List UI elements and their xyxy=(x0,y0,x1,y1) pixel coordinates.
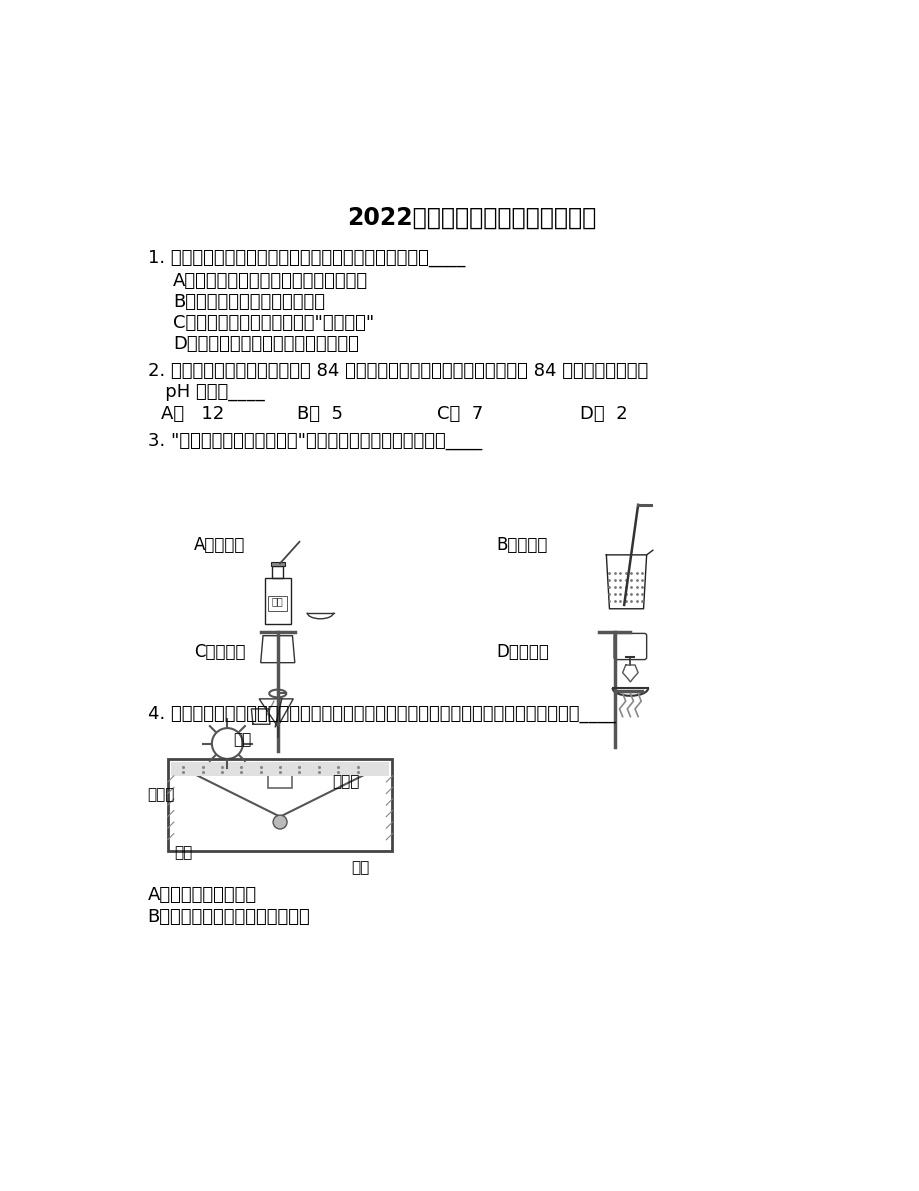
Text: 3. "粗盐中难溶性杂质的去除"的实验中，下列操作正确的是____: 3. "粗盐中难溶性杂质的去除"的实验中，下列操作正确的是____ xyxy=(147,432,482,450)
Bar xyxy=(267,765,292,788)
Text: A．   12: A． 12 xyxy=(162,405,224,423)
Text: C．就地焚烧废弃塑料，减少"白色污染": C．就地焚烧废弃塑料，减少"白色污染" xyxy=(173,314,374,332)
Text: 粗盐: 粗盐 xyxy=(272,596,283,606)
Text: 小石块: 小石块 xyxy=(332,774,359,790)
Bar xyxy=(270,562,284,566)
Text: pH 可能为____: pH 可能为____ xyxy=(147,384,264,401)
Text: 塑料膜: 塑料膜 xyxy=(147,787,175,803)
Text: 2. 预防新型冠状病毒肺炎，常用 84 消毒液对环境进行消杀。常温下测得某 84 消毒液显碱性，其: 2. 预防新型冠状病毒肺炎，常用 84 消毒液对环境进行消杀。常温下测得某 84… xyxy=(147,362,647,380)
Circle shape xyxy=(273,815,287,829)
Bar xyxy=(167,759,392,852)
Text: B．从海水中获取淡水是物理变化: B．从海水中获取淡水是物理变化 xyxy=(147,908,310,925)
Text: 海水: 海水 xyxy=(351,861,369,875)
Text: B．溶解：: B．溶解： xyxy=(495,536,547,554)
Text: D．禁止使用化石燃料，防止形成酸雨: D．禁止使用化石燃料，防止形成酸雨 xyxy=(173,335,358,353)
Text: C．  7: C． 7 xyxy=(437,405,482,423)
Text: 太阳: 太阳 xyxy=(233,732,251,747)
Bar xyxy=(171,762,389,775)
Text: 4. 在淡水缺乏的海岛上，可利用如图所示简易装置从海水中获取淡水。下列说法不正确的____: 4. 在淡水缺乏的海岛上，可利用如图所示简易装置从海水中获取淡水。下列说法不正确… xyxy=(147,705,615,723)
Text: 1. 能源和环境是人类生存的基本条件，下列叙述正确的是____: 1. 能源和环境是人类生存的基本条件，下列叙述正确的是____ xyxy=(147,249,464,267)
Text: D．  2: D． 2 xyxy=(579,405,627,423)
Text: A．取用：: A．取用： xyxy=(194,536,245,554)
Bar xyxy=(268,596,287,611)
Bar xyxy=(272,566,283,578)
Text: A．煤、石油和天然气都属于可再生能源: A．煤、石油和天然气都属于可再生能源 xyxy=(173,273,368,291)
Text: D．蒸发：: D．蒸发： xyxy=(495,643,549,661)
Text: B．电池在生产生活中应用广泛: B．电池在生产生活中应用广泛 xyxy=(173,293,324,311)
Bar xyxy=(265,578,290,624)
Text: B．  5: B． 5 xyxy=(297,405,343,423)
Text: 2022年山东省枣庄市中考化学试卷: 2022年山东省枣庄市中考化学试卷 xyxy=(346,206,596,230)
Text: C．过滤：: C．过滤： xyxy=(194,643,245,661)
Text: A．水杯中的水是淡水: A．水杯中的水是淡水 xyxy=(147,886,256,904)
Text: 水杯: 水杯 xyxy=(175,846,193,860)
